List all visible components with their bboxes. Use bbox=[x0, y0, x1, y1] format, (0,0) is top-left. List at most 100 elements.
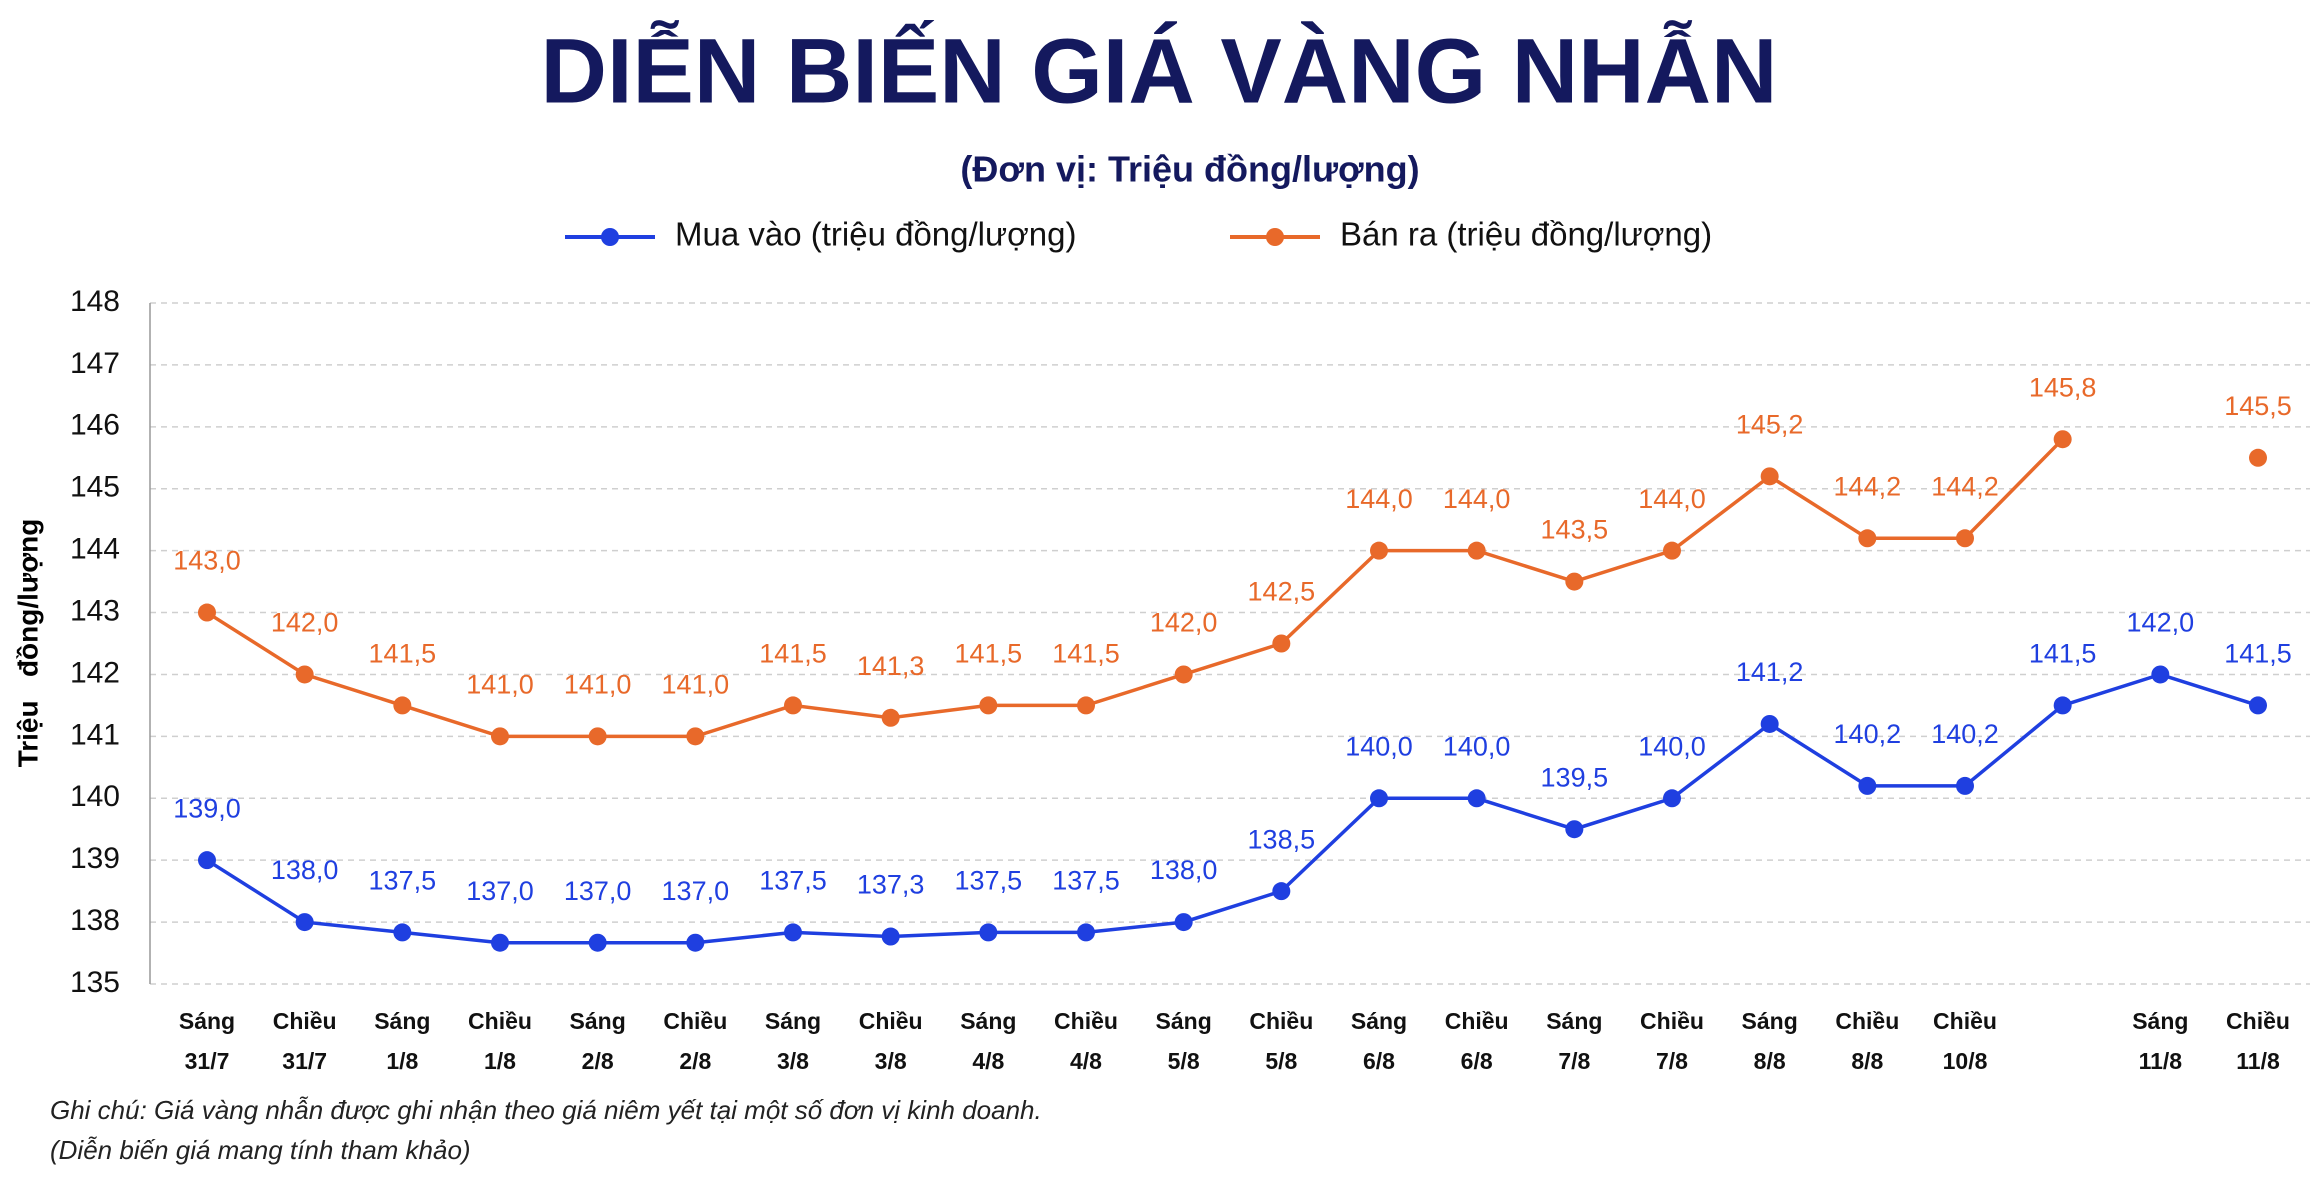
y-tick-label: 143 bbox=[70, 594, 120, 627]
point bbox=[1467, 789, 1486, 808]
point bbox=[979, 923, 998, 942]
y-tick-label: 141 bbox=[70, 718, 120, 751]
point bbox=[784, 696, 802, 715]
data-label: 140,0 bbox=[1443, 731, 1511, 761]
data-label: 142,5 bbox=[1248, 577, 1316, 607]
point bbox=[491, 727, 509, 746]
point bbox=[2151, 665, 2170, 684]
note: (Diễn biến giá mang tính tham khảo) bbox=[50, 1135, 471, 1165]
point bbox=[295, 913, 314, 932]
x-tick-label: Sáng bbox=[179, 1008, 235, 1034]
data-label: 143,0 bbox=[173, 546, 241, 576]
x-tick-label: Chiều bbox=[859, 1008, 923, 1034]
point bbox=[1370, 541, 1388, 560]
x-tick-label: 8/8 bbox=[1851, 1048, 1883, 1074]
data-label: 141,5 bbox=[2224, 639, 2292, 669]
x-tick-label: Chiều bbox=[663, 1008, 727, 1034]
x-tick-label: Chiều bbox=[273, 1008, 337, 1034]
x-tick-label: 7/8 bbox=[1656, 1048, 1688, 1074]
data-label: 139,0 bbox=[173, 793, 241, 823]
legend-label: Mua vào (triệu đồng/lượng) bbox=[675, 216, 1076, 253]
point bbox=[491, 933, 509, 952]
y-tick-label: 140 bbox=[70, 780, 120, 813]
data-label: 141,5 bbox=[759, 639, 827, 669]
data-label: 139,5 bbox=[1541, 762, 1609, 792]
x-tick-label: 11/8 bbox=[2139, 1048, 2183, 1074]
point bbox=[881, 708, 900, 727]
data-label: 143,5 bbox=[1541, 515, 1609, 545]
data-label: 137,0 bbox=[662, 876, 730, 906]
data-label: 138,5 bbox=[1248, 824, 1316, 854]
x-tick-label: Chiều bbox=[1054, 1008, 1118, 1034]
data-label: 141,0 bbox=[662, 669, 730, 699]
data-label: 138,0 bbox=[1150, 855, 1218, 885]
point bbox=[881, 927, 900, 946]
point bbox=[1370, 789, 1388, 808]
point bbox=[1174, 913, 1193, 932]
data-label: 145,2 bbox=[1736, 409, 1804, 439]
y-tick-label: 139 bbox=[70, 842, 120, 875]
data-label: 142,0 bbox=[1150, 608, 1218, 638]
note: Ghi chú: Giá vàng nhẫn được ghi nhận the… bbox=[50, 1095, 1042, 1125]
data-label: 141,0 bbox=[564, 669, 632, 699]
x-tick-label: 1/8 bbox=[484, 1048, 516, 1074]
x-tick-label: Chiều bbox=[2226, 1008, 2290, 1034]
x-tick-label: 1/8 bbox=[386, 1048, 418, 1074]
x-tick-label: 6/8 bbox=[1461, 1048, 1493, 1074]
point bbox=[1956, 529, 1974, 548]
x-tick-label: Sáng bbox=[570, 1008, 626, 1034]
point bbox=[1272, 882, 1291, 901]
data-label: 144,0 bbox=[1638, 484, 1706, 514]
data-label: 144,2 bbox=[1931, 471, 1999, 501]
x-tick-label: Sáng bbox=[2132, 1008, 2188, 1034]
point bbox=[2053, 696, 2072, 715]
point bbox=[1760, 467, 1779, 486]
point bbox=[393, 923, 412, 942]
point bbox=[1663, 789, 1681, 808]
chart-title: DIỄN BIẾN GIÁ VÀNG NHẪN bbox=[541, 18, 1778, 122]
x-tick-label: Sáng bbox=[1351, 1008, 1407, 1034]
data-label: 144,0 bbox=[1345, 484, 1413, 514]
x-tick-label: 2/8 bbox=[679, 1048, 711, 1074]
data-label: 137,5 bbox=[1052, 866, 1120, 896]
x-tick-label: Sáng bbox=[1156, 1008, 1212, 1034]
point bbox=[1858, 776, 1877, 795]
x-tick-label: 11/8 bbox=[2236, 1048, 2280, 1074]
x-tick-label: 8/8 bbox=[1754, 1048, 1786, 1074]
data-label: 140,0 bbox=[1345, 731, 1413, 761]
x-tick-label: 5/8 bbox=[1168, 1048, 1200, 1074]
x-tick-label: 31/7 bbox=[185, 1048, 230, 1074]
data-label: 141,5 bbox=[369, 639, 437, 669]
x-tick-label: Chiều bbox=[1933, 1008, 1997, 1034]
legend-label: Bán ra (triệu đồng/lượng) bbox=[1340, 216, 1712, 253]
series-line bbox=[206, 437, 2064, 739]
point bbox=[686, 933, 705, 952]
x-tick-label: Chiều bbox=[1249, 1008, 1313, 1034]
y-tick-label: 142 bbox=[70, 656, 120, 689]
legend-marker bbox=[1266, 228, 1284, 246]
point bbox=[295, 665, 314, 684]
point bbox=[1174, 665, 1193, 684]
point bbox=[979, 696, 998, 715]
x-tick-label: Chiều bbox=[1445, 1008, 1509, 1034]
point bbox=[1077, 696, 1095, 715]
point bbox=[393, 696, 412, 715]
point bbox=[198, 851, 216, 870]
x-tick-label: 4/8 bbox=[972, 1048, 1004, 1074]
point bbox=[1858, 529, 1877, 548]
data-label: 137,5 bbox=[369, 866, 437, 896]
point bbox=[588, 933, 607, 952]
data-label: 137,0 bbox=[466, 876, 534, 906]
y-tick-label: 144 bbox=[70, 533, 120, 566]
point bbox=[1272, 634, 1291, 653]
y-tick-label: 145 bbox=[70, 471, 120, 504]
data-label: 137,0 bbox=[564, 876, 632, 906]
data-label: 141,5 bbox=[1052, 639, 1120, 669]
data-label: 137,5 bbox=[955, 866, 1023, 896]
x-tick-label: 3/8 bbox=[777, 1048, 809, 1074]
point bbox=[1565, 820, 1584, 839]
point bbox=[1077, 923, 1095, 942]
data-label: 140,0 bbox=[1638, 731, 1706, 761]
x-tick-label: 4/8 bbox=[1070, 1048, 1102, 1074]
x-tick-label: Sáng bbox=[1546, 1008, 1602, 1034]
